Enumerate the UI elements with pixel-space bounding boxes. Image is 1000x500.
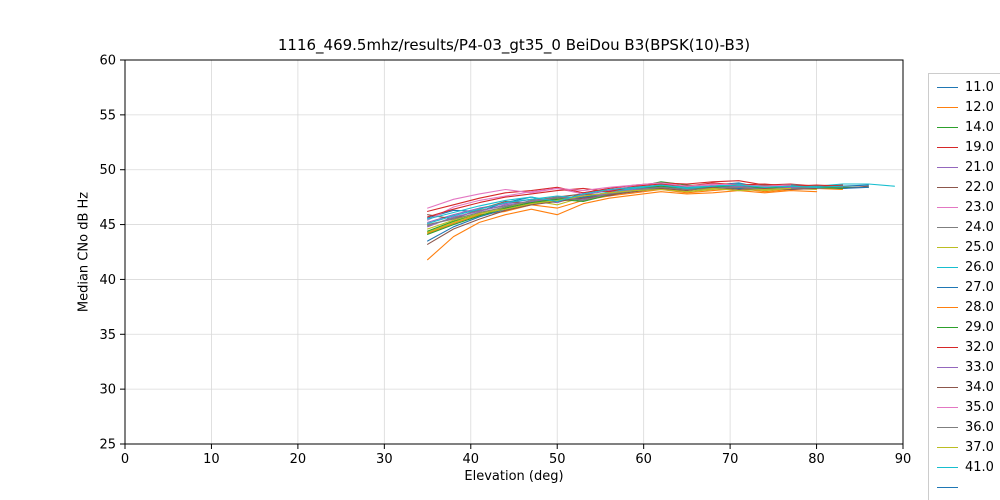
y-tick-label: 45 bbox=[99, 218, 116, 233]
legend-label: 41.0 bbox=[965, 459, 994, 475]
legend-item: 14.0 bbox=[937, 117, 1000, 137]
x-tick-label: 90 bbox=[895, 452, 912, 467]
chart-title: 1116_469.5mhz/results/P4-03_gt35_0 BeiDo… bbox=[277, 36, 751, 54]
y-tick-label: 30 bbox=[99, 383, 116, 398]
legend-label: 24.0 bbox=[965, 219, 994, 235]
legend-label: 14.0 bbox=[965, 119, 994, 135]
x-tick-label: 10 bbox=[203, 452, 220, 467]
legend-label: 28.0 bbox=[965, 299, 994, 315]
legend-item bbox=[937, 477, 1000, 497]
axes-frame bbox=[124, 59, 904, 445]
legend-item: 12.0 bbox=[937, 97, 1000, 117]
y-tick-label: 35 bbox=[99, 328, 116, 343]
legend-line-swatch-icon bbox=[937, 386, 958, 388]
legend-item: 36.0 bbox=[937, 417, 1000, 437]
legend-item: 23.0 bbox=[937, 197, 1000, 217]
legend-item: 26.0 bbox=[937, 257, 1000, 277]
legend-line-swatch-icon bbox=[937, 226, 958, 228]
y-tick-label: 55 bbox=[99, 108, 116, 123]
legend-label: 12.0 bbox=[965, 99, 994, 115]
legend-item: 11.0 bbox=[937, 77, 1000, 97]
legend-line-swatch-icon bbox=[937, 366, 958, 368]
legend-item: 37.0 bbox=[937, 437, 1000, 457]
legend-label: 22.0 bbox=[965, 179, 994, 195]
series-line-34.0 bbox=[427, 186, 818, 245]
legend-line-swatch-icon bbox=[937, 426, 958, 428]
y-tick-label: 25 bbox=[99, 438, 116, 453]
legend-item: 27.0 bbox=[937, 277, 1000, 297]
series-line-27.0 bbox=[427, 185, 869, 242]
legend-line-swatch-icon bbox=[937, 266, 958, 268]
series-line-28.0 bbox=[427, 190, 818, 261]
legend-label: 35.0 bbox=[965, 399, 994, 415]
series-line-12.0 bbox=[427, 187, 844, 234]
series-line-35.0 bbox=[427, 182, 792, 209]
legend: 11.0 12.0 14.0 19.0 21.0 22.0 23.0 24.0 25.0 26.0… bbox=[928, 73, 1000, 500]
legend-label: 25.0 bbox=[965, 239, 994, 255]
x-tick-label: 0 bbox=[121, 452, 129, 467]
legend-line-swatch-icon bbox=[937, 486, 958, 488]
legend-item: 19.0 bbox=[937, 137, 1000, 157]
x-axis-label: Elevation (deg) bbox=[464, 469, 564, 484]
y-tick-label: 60 bbox=[99, 54, 116, 69]
legend-line-swatch-icon bbox=[937, 246, 958, 248]
legend-item: 21.0 bbox=[937, 157, 1000, 177]
series-line-37.0 bbox=[427, 187, 792, 233]
legend-line-swatch-icon bbox=[937, 166, 958, 168]
legend-line-swatch-icon bbox=[937, 446, 958, 448]
legend-line-swatch-icon bbox=[937, 186, 958, 188]
legend-label: 11.0 bbox=[965, 79, 994, 95]
x-tick-label: 20 bbox=[290, 452, 307, 467]
legend-line-swatch-icon bbox=[937, 126, 958, 128]
legend-label: 36.0 bbox=[965, 419, 994, 435]
legend-line-swatch-icon bbox=[937, 466, 958, 468]
x-tick-label: 60 bbox=[635, 452, 652, 467]
legend-item: 25.0 bbox=[937, 237, 1000, 257]
legend-label: 21.0 bbox=[965, 159, 994, 175]
legend-line-swatch-icon bbox=[937, 206, 958, 208]
legend-line-swatch-icon bbox=[937, 326, 958, 328]
y-tick-label: 40 bbox=[99, 273, 116, 288]
legend-item: 22.0 bbox=[937, 177, 1000, 197]
x-tick-label: 40 bbox=[463, 452, 480, 467]
legend-line-swatch-icon bbox=[937, 146, 958, 148]
legend-line-swatch-icon bbox=[937, 406, 958, 408]
x-tick-label: 70 bbox=[722, 452, 739, 467]
legend-label: 19.0 bbox=[965, 139, 994, 155]
legend-item: 28.0 bbox=[937, 297, 1000, 317]
y-tick-label: 50 bbox=[99, 163, 116, 178]
x-tick-label: 30 bbox=[376, 452, 393, 467]
y-axis-label: Median CNo dB Hz bbox=[76, 191, 92, 313]
legend-item: 41.0 bbox=[937, 457, 1000, 477]
series-line-41.0 bbox=[427, 184, 844, 220]
legend-label: 29.0 bbox=[965, 319, 994, 335]
legend-label: 27.0 bbox=[965, 279, 994, 295]
legend-label: 37.0 bbox=[965, 439, 994, 455]
series-line-32.0 bbox=[427, 182, 844, 218]
legend-label: 23.0 bbox=[965, 199, 994, 215]
legend-item: 34.0 bbox=[937, 377, 1000, 397]
legend-item: 32.0 bbox=[937, 337, 1000, 357]
legend-line-swatch-icon bbox=[937, 86, 958, 88]
legend-line-swatch-icon bbox=[937, 306, 958, 308]
legend-label: 34.0 bbox=[965, 379, 994, 395]
legend-line-swatch-icon bbox=[937, 286, 958, 288]
legend-label: 26.0 bbox=[965, 259, 994, 275]
legend-label: 33.0 bbox=[965, 359, 994, 375]
legend-item: 29.0 bbox=[937, 317, 1000, 337]
x-tick-label: 80 bbox=[808, 452, 825, 467]
legend-label: 32.0 bbox=[965, 339, 994, 355]
legend-line-swatch-icon bbox=[937, 346, 958, 348]
legend-item: 33.0 bbox=[937, 357, 1000, 377]
legend-item: 24.0 bbox=[937, 217, 1000, 237]
legend-item: 35.0 bbox=[937, 397, 1000, 417]
x-tick-label: 50 bbox=[549, 452, 566, 467]
legend-line-swatch-icon bbox=[937, 106, 958, 108]
